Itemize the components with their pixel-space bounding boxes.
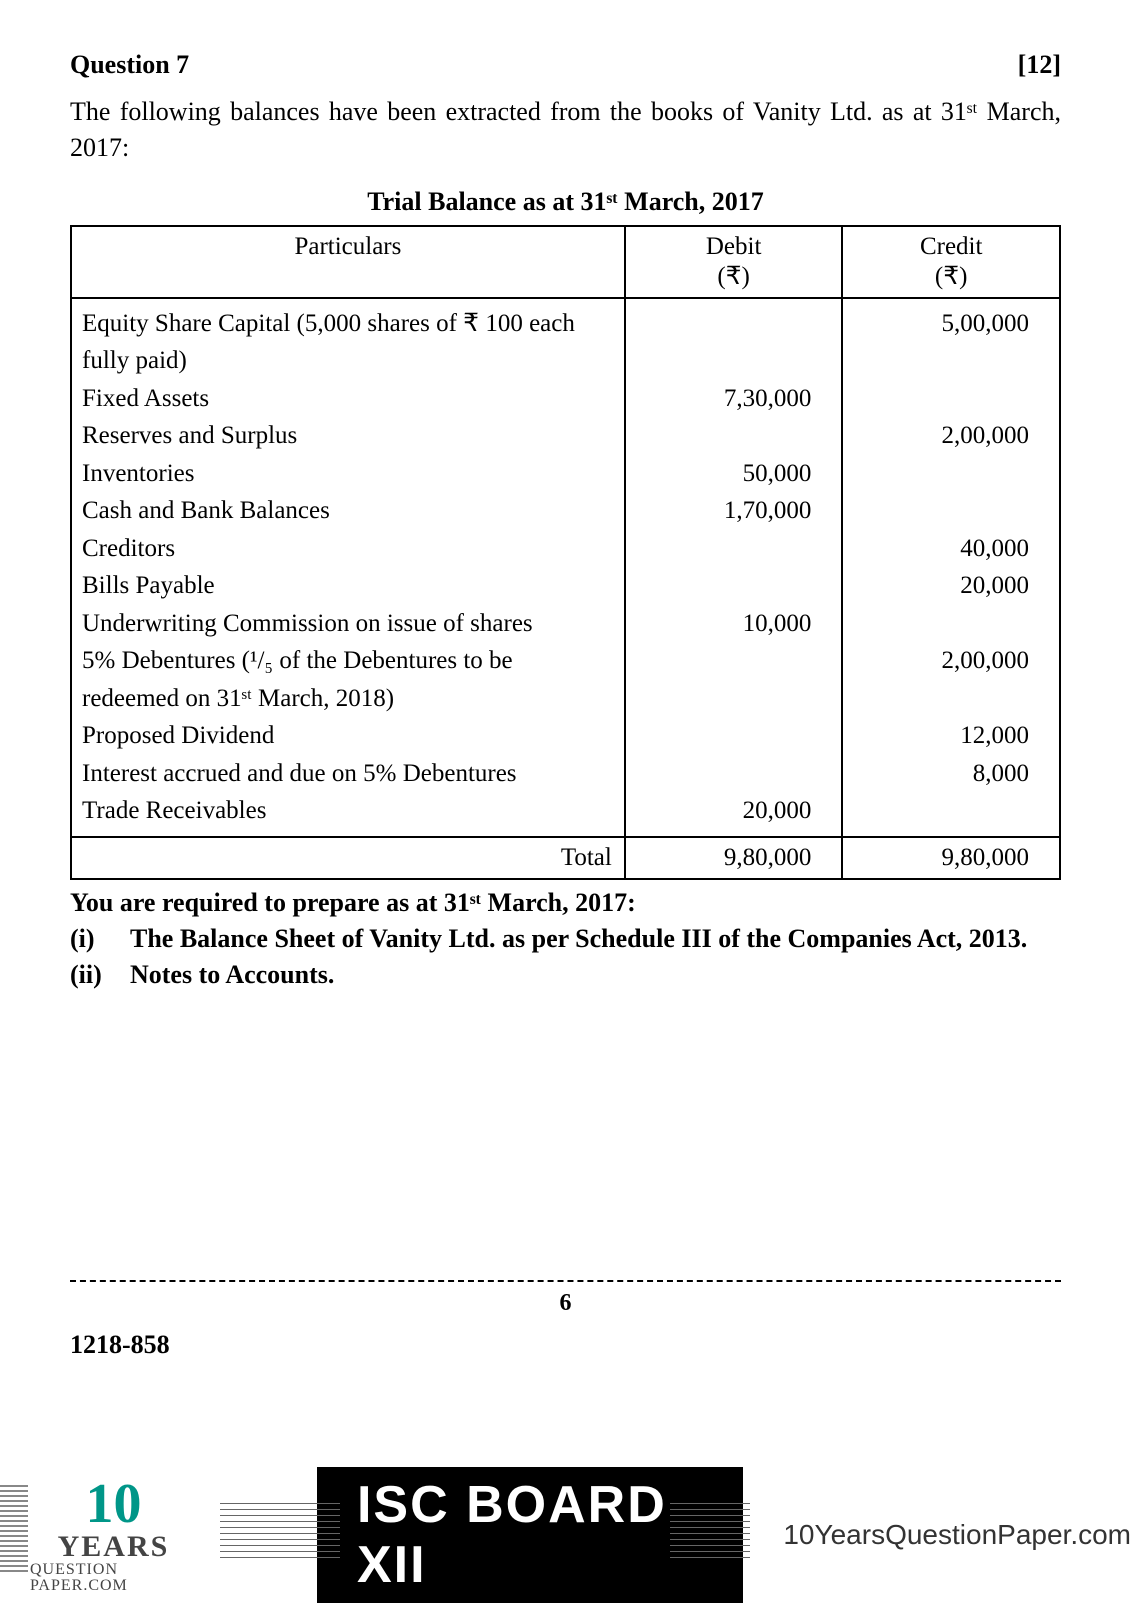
page-number: 6 [0, 1290, 1131, 1317]
separator-line [70, 1280, 1061, 1282]
req-text: Notes to Accounts. [130, 960, 1061, 990]
table-title: Trial Balance as at 31ˢᵗ March, 2017 [70, 187, 1061, 217]
footer-logo-years: YEARS [58, 1532, 170, 1562]
row-particulars: Proposed Dividend [82, 717, 612, 755]
col-debit-currency: (₹) [717, 263, 750, 290]
question-label: Question 7 [70, 50, 189, 80]
req-text: The Balance Sheet of Vanity Ltd. as per … [130, 924, 1061, 954]
row-debit: 10,000 [638, 605, 812, 643]
row-particulars: Equity Share Capital (5,000 shares of ₹ … [82, 305, 612, 380]
col-particulars: Particulars [294, 233, 401, 260]
row-credit: 12,000 [855, 717, 1029, 755]
question-marks: [12] [1018, 50, 1061, 80]
row-particulars: 5% Debentures (¹/₅ of the Debentures to … [82, 642, 612, 717]
row-particulars: Cash and Bank Balances [82, 492, 612, 530]
decorative-lines [220, 1503, 340, 1558]
row-debit: 7,30,000 [638, 380, 812, 418]
row-credit: 8,000 [855, 755, 1029, 793]
footer-logo-10: 10 [85, 1476, 141, 1532]
row-particulars: Underwriting Commission on issue of shar… [82, 605, 612, 643]
col-debit-label: Debit [706, 233, 762, 260]
total-credit: 9,80,000 [842, 837, 1060, 879]
row-particulars: Reserves and Surplus [82, 417, 612, 455]
row-credit: 2,00,000 [855, 417, 1029, 455]
paper-code: 1218-858 [70, 1330, 170, 1360]
footer-logo-qp: QUESTION PAPER.COM [30, 1562, 197, 1594]
row-debit: 1,70,000 [638, 492, 812, 530]
row-particulars: Trade Receivables [82, 792, 612, 830]
row-credit: 5,00,000 [855, 305, 1029, 343]
requirements-intro: You are required to prepare as at 31ˢᵗ M… [70, 888, 1061, 918]
decorative-lines [670, 1503, 750, 1558]
intro-text: The following balances have been extract… [70, 94, 1061, 167]
trial-balance-table: Particulars Debit (₹) Credit (₹) Equity … [70, 225, 1061, 880]
total-label: Total [71, 837, 625, 879]
row-particulars: Creditors [82, 530, 612, 568]
req-num: (i) [70, 924, 130, 954]
footer-website: 10YearsQuestionPaper.com [783, 1519, 1131, 1551]
decorative-lines [0, 1485, 28, 1575]
row-credit: 20,000 [855, 567, 1029, 605]
row-credit: 2,00,000 [855, 642, 1029, 680]
req-num: (ii) [70, 960, 130, 990]
row-particulars: Interest accrued and due on 5% Debenture… [82, 755, 612, 793]
row-particulars: Inventories [82, 455, 612, 493]
page-footer: 10 YEARS QUESTION PAPER.COM ISC BOARD XI… [0, 1470, 1131, 1600]
row-particulars: Fixed Assets [82, 380, 612, 418]
row-credit: 40,000 [855, 530, 1029, 568]
col-credit-currency: (₹) [935, 263, 968, 290]
total-debit: 9,80,000 [625, 837, 843, 879]
row-debit: 50,000 [638, 455, 812, 493]
col-credit-label: Credit [920, 233, 983, 260]
row-debit: 20,000 [638, 792, 812, 830]
row-particulars: Bills Payable [82, 567, 612, 605]
